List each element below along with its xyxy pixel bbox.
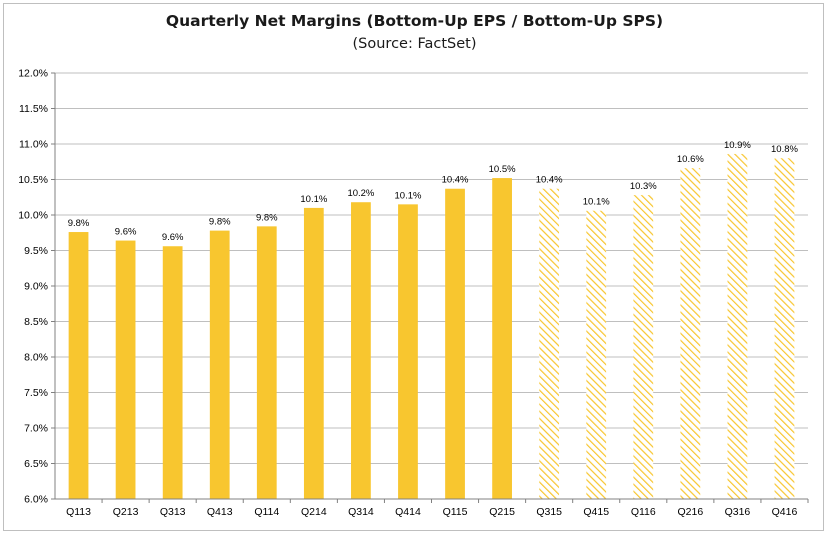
bar-estimate bbox=[586, 210, 607, 500]
x-tick-label: Q213 bbox=[113, 506, 139, 518]
y-tick-label: 11.5% bbox=[19, 103, 48, 115]
bar-actual bbox=[162, 246, 183, 499]
bar-actual bbox=[445, 188, 465, 500]
x-tick-label: Q315 bbox=[536, 506, 562, 518]
y-tick-label: 11.0% bbox=[19, 139, 48, 151]
data-label: 10.1% bbox=[583, 197, 610, 208]
x-tick-label: Q216 bbox=[678, 506, 704, 518]
axes bbox=[51, 72, 809, 503]
y-tick-label: 7.5% bbox=[24, 387, 48, 399]
data-label: 10.2% bbox=[347, 188, 374, 199]
data-label: 9.8% bbox=[68, 218, 90, 229]
x-tick-label: Q416 bbox=[772, 506, 798, 518]
x-tick-label: Q115 bbox=[443, 506, 468, 518]
y-tick-label: 6.5% bbox=[24, 458, 48, 470]
bar-estimate bbox=[774, 158, 795, 499]
bar-estimate bbox=[680, 168, 701, 499]
bar-estimate bbox=[633, 195, 654, 499]
x-tick-label: Q113 bbox=[66, 506, 91, 518]
x-tick-label: Q116 bbox=[631, 506, 656, 518]
bar-actual bbox=[492, 178, 512, 499]
bar-estimate bbox=[539, 188, 560, 500]
bar-actual bbox=[209, 230, 230, 499]
data-label: 9.8% bbox=[256, 212, 278, 223]
data-label: 10.4% bbox=[442, 175, 469, 186]
y-tick-label: 8.0% bbox=[24, 352, 48, 364]
data-label: 10.1% bbox=[300, 194, 327, 205]
bar-actual bbox=[256, 226, 277, 500]
y-tick-label: 8.5% bbox=[24, 316, 48, 328]
x-tick-label: Q313 bbox=[160, 506, 186, 518]
data-label: 9.6% bbox=[162, 232, 184, 243]
bar-actual bbox=[68, 232, 89, 500]
x-tick-label: Q413 bbox=[207, 506, 233, 518]
data-label: 10.6% bbox=[677, 154, 704, 165]
bar-actual bbox=[303, 207, 324, 499]
labels: 6.0% 6.5% 7.0% 7.5% 8.0% 8.5% 9.0% 9.5% 10.0% 10.… bbox=[18, 68, 798, 519]
y-tick-label: 7.0% bbox=[24, 423, 48, 435]
x-tick-label: Q114 bbox=[254, 506, 279, 518]
y-tick-label: 10.0% bbox=[18, 210, 48, 222]
x-tick-label: Q316 bbox=[725, 506, 751, 518]
data-label: 10.5% bbox=[489, 164, 516, 175]
x-tick-label: Q215 bbox=[489, 506, 515, 518]
y-tick-label: 9.0% bbox=[24, 281, 48, 293]
data-label: 9.8% bbox=[209, 217, 231, 228]
x-tick-label: Q314 bbox=[348, 506, 374, 518]
data-label: 10.3% bbox=[630, 181, 657, 192]
x-tick-label: Q415 bbox=[583, 506, 609, 518]
bar-actual bbox=[398, 204, 418, 499]
data-label: 10.1% bbox=[395, 190, 422, 201]
bar-actual bbox=[351, 202, 371, 499]
bar-estimate bbox=[727, 153, 748, 499]
data-label: 9.6% bbox=[115, 227, 137, 238]
y-tick-label: 9.5% bbox=[24, 245, 48, 257]
bars bbox=[68, 153, 795, 500]
data-label: 10.9% bbox=[724, 140, 751, 151]
y-tick-label: 6.0% bbox=[24, 494, 48, 506]
chart-subtitle: (Source: FactSet) bbox=[352, 36, 477, 52]
chart-title: Quarterly Net Margins (Bottom-Up EPS / B… bbox=[165, 12, 664, 30]
y-tick-label: 12.0% bbox=[18, 68, 48, 80]
x-tick-label: Q414 bbox=[395, 506, 421, 518]
x-tick-label: Q214 bbox=[301, 506, 327, 518]
y-tick-label: 10.5% bbox=[18, 174, 48, 186]
data-label: 10.4% bbox=[536, 175, 563, 186]
data-label: 10.8% bbox=[771, 144, 798, 155]
bar-actual bbox=[115, 240, 136, 499]
